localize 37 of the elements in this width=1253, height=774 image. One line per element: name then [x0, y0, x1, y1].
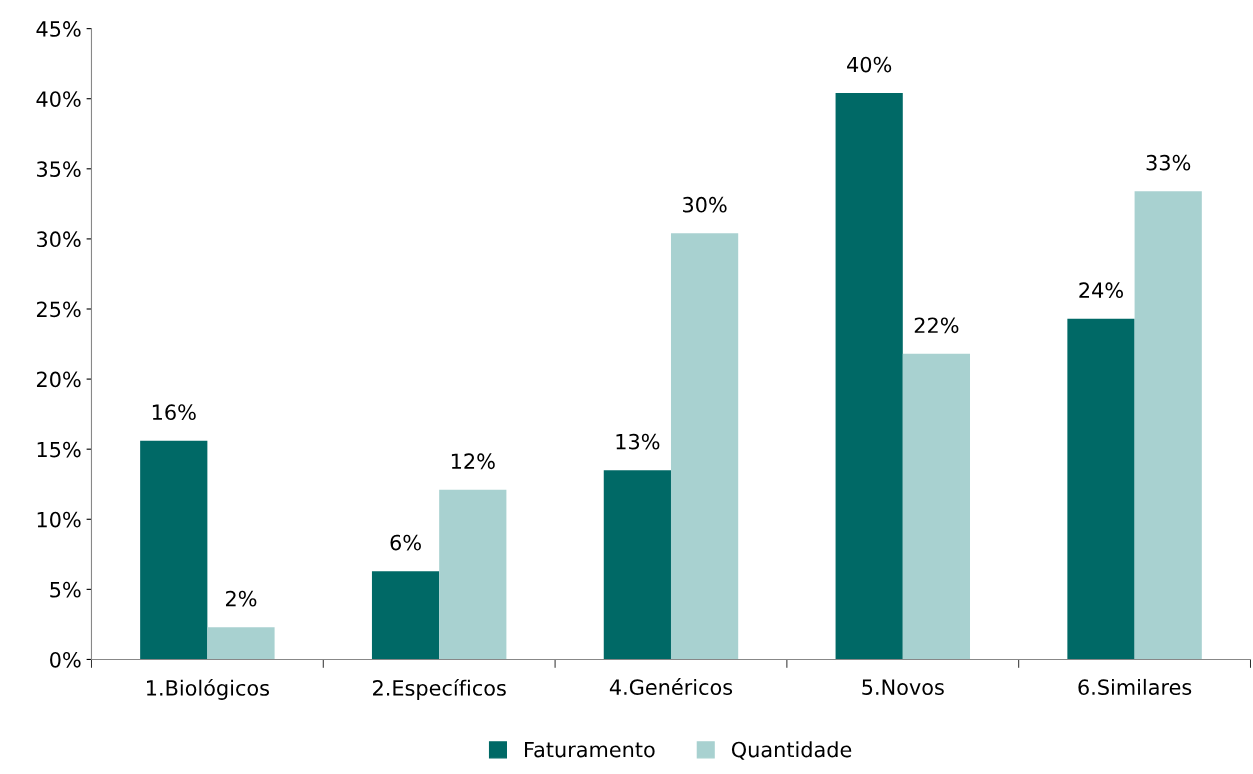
legend-label: Quantidade: [731, 741, 852, 760]
data-label: 22%: [914, 317, 959, 334]
y-tick-label: 45%: [36, 21, 81, 37]
bar: [1067, 318, 1135, 660]
data-label: 16%: [152, 404, 196, 421]
y-tick-label: 20%: [36, 371, 81, 388]
data-label: 13%: [616, 433, 660, 450]
bar: [140, 440, 208, 660]
bar: [439, 489, 507, 660]
y-tick-label: 0%: [50, 651, 81, 668]
data-label: 24%: [1079, 282, 1123, 299]
y-tick-label: 30%: [37, 231, 81, 248]
data-label: 2%: [225, 590, 257, 607]
bar: [371, 571, 440, 660]
x-tick-label: 5.Novos: [862, 679, 944, 696]
y-tick-label: 25%: [36, 301, 81, 318]
bar: [207, 627, 275, 660]
legend-label: Faturamento: [525, 741, 655, 758]
x-tick-label: 6.Similares: [1078, 678, 1192, 696]
data-label: 40%: [847, 56, 892, 73]
data-label: 30%: [683, 196, 727, 213]
bar: [670, 233, 739, 660]
y-tick-label: 40%: [36, 91, 81, 107]
x-tick-label: 1.Biológicos: [147, 678, 270, 700]
data-label: 6%: [390, 534, 421, 551]
y-tick-label: 5%: [50, 581, 81, 598]
bar: [1134, 191, 1202, 660]
data-label: 12%: [451, 453, 495, 470]
bar: [603, 470, 671, 660]
x-tick-label: 4.Genéricos: [609, 678, 733, 696]
y-tick-label: 15%: [37, 441, 81, 458]
y-tick-label: 10%: [37, 511, 81, 528]
x-tick-label: 2.Específicos: [373, 678, 506, 700]
bar: [902, 353, 971, 660]
data-label: 33%: [1146, 154, 1191, 171]
bar: [835, 93, 903, 660]
y-tick-label: 35%: [37, 161, 81, 178]
